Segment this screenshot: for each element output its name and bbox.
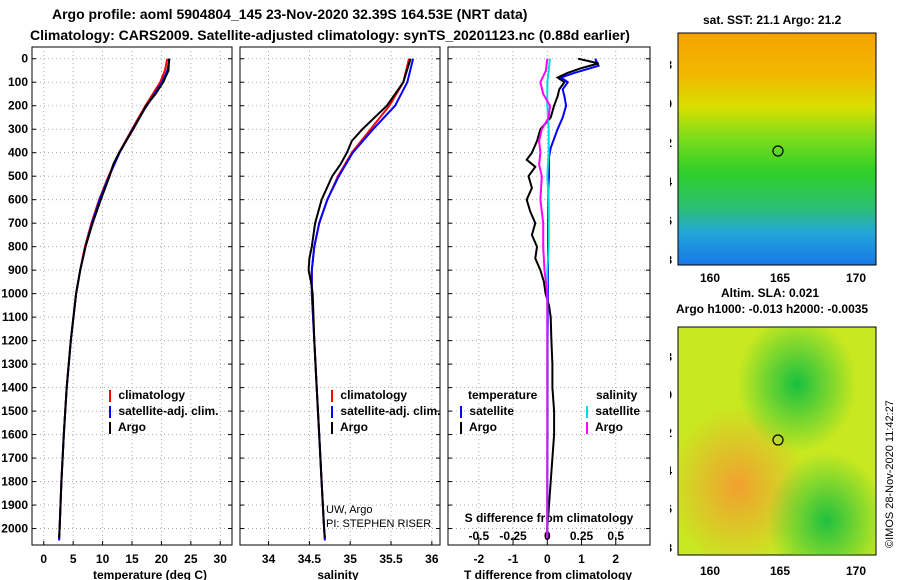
- credit-line-1: UW, Argo: [326, 504, 373, 516]
- x-tick-label: 34: [262, 552, 276, 566]
- x-tick-label: 0: [40, 552, 47, 566]
- header-line-1: Argo profile: aoml 5904804_145 23-Nov-20…: [52, 6, 528, 22]
- sla-title-1: Altim. SLA: 0.021: [721, 286, 820, 300]
- depth-tick-label: 1300: [1, 357, 28, 371]
- legend2-argo: ❙ Argo: [327, 420, 368, 434]
- depth-tick-label: 100: [8, 75, 28, 89]
- x-tick-label: -1: [508, 552, 519, 566]
- legend-climatology: ❙ climatology: [105, 388, 186, 402]
- x-tick-label: 36: [425, 552, 439, 566]
- maps: -28 -28 -30 -30 -32 -32 -34 -34 -36 -36 -38 -38 160 1…: [670, 32, 877, 578]
- plot-frame: [239, 46, 441, 546]
- x-tick-label: 5: [70, 552, 77, 566]
- depth-tick-label: 500: [8, 169, 28, 183]
- x-tick-label: 35.5: [379, 552, 403, 566]
- x-tick-label: 15: [125, 552, 139, 566]
- sst-lat-label: -34: [670, 175, 672, 189]
- x-tick-label: 20: [155, 552, 169, 566]
- x-tick-label: -2: [473, 552, 484, 566]
- credit-line-2: PI: STEPHEN RISER: [326, 518, 432, 530]
- depth-tick-label: 400: [8, 146, 28, 160]
- legend2-climatology: ❙ climatology: [327, 388, 408, 402]
- depth-tick-label: 700: [8, 216, 28, 230]
- sla-lat-label: -34: [670, 464, 672, 478]
- depth-tick-label: 600: [8, 193, 28, 207]
- temperature-panel: 0 5 10 15 20 25 30 temperature (deg C): [31, 46, 233, 580]
- legend-satellite-adj: ❙ satellite-adj. clim.: [105, 404, 219, 418]
- sst-lat-label: -32: [670, 136, 672, 150]
- x-axis-label: temperature (deg C): [93, 568, 207, 580]
- x-tick-label: 10: [96, 552, 110, 566]
- x-axis-label: salinity: [317, 568, 359, 580]
- depth-tick-label: 1600: [1, 428, 28, 442]
- imos-stamp: ©IMOS 28-Nov-2020 11:42:27: [884, 400, 896, 548]
- depth-tick-label: 0: [21, 52, 28, 66]
- depth-tick-label: 900: [8, 263, 28, 277]
- x-tick-label: 25: [184, 552, 198, 566]
- sla-lat-label: -36: [670, 502, 672, 516]
- depth-axis-labels: 0 100 200 300 400 500 600 700 800 900 1000 1100 1200…: [1, 52, 28, 536]
- sla-lat-label: -30: [670, 388, 672, 402]
- depth-tick-label: 1000: [1, 287, 28, 301]
- sla-argo-location: [772, 434, 784, 446]
- legend-argo: ❙ Argo: [105, 420, 146, 434]
- sla-lon-label: 170: [846, 564, 866, 578]
- depth-tick-label: 1800: [1, 475, 28, 489]
- sst-lon-label: 165: [770, 271, 790, 285]
- profile-plots: 0100200300400500600700800900100011001200…: [1, 46, 651, 580]
- sst-lon-label: 160: [700, 271, 720, 285]
- depth-tick-label: 300: [8, 122, 28, 136]
- depth-tick-label: 1900: [1, 498, 28, 512]
- depth-tick-label: 200: [8, 99, 28, 113]
- depth-tick-label: 1200: [1, 334, 28, 348]
- header-line-2: Climatology: CARS2009. Satellite-adjuste…: [30, 27, 630, 43]
- secondary-x-label: S difference from climatology: [465, 511, 634, 525]
- secondary-x-tick-label: -0.5: [468, 529, 489, 543]
- depth-tick-label: 1400: [1, 381, 28, 395]
- sla-title-2: Argo h1000: -0.013 h2000: -0.0035: [676, 302, 869, 316]
- depth-tick-label: 1100: [2, 310, 28, 324]
- sla-lat-label: -28: [670, 350, 672, 364]
- salinity-panel: 34 34.5 35 35.5 36 salinity: [239, 46, 441, 580]
- x-tick-label: 2: [612, 552, 619, 566]
- series-salinity-argo: [538, 58, 552, 538]
- series-argo: [307, 58, 412, 539]
- legend3-temperature: temperature: [468, 388, 538, 402]
- sst-map-image: [677, 32, 877, 266]
- sla-lon-label: 165: [770, 564, 790, 578]
- sst-lat-label: -30: [670, 97, 672, 111]
- x-tick-label: 30: [214, 552, 228, 566]
- sst-lat-label: -36: [670, 214, 672, 228]
- legend2-satellite-adj: ❙ satellite-adj. clim.: [327, 404, 441, 418]
- sst-lon-label: 170: [846, 271, 866, 285]
- x-tick-label: 35: [344, 552, 358, 566]
- depth-tick-label: 2000: [1, 522, 28, 536]
- series-argo: [58, 58, 171, 539]
- secondary-x-tick-label: -0.25: [499, 529, 527, 543]
- sla-lat-label: -38: [670, 541, 672, 555]
- legend3-s-satellite: ❙ satellite: [582, 404, 641, 418]
- difference-panel: -2 -1 0 1 2-0.5 -0.25 0 0.25 0.5S difference fro…: [447, 46, 651, 580]
- depth-tick-label: 1500: [1, 404, 28, 418]
- x-tick-label: 34.5: [298, 552, 322, 566]
- x-axis-label: T difference from climatology: [464, 568, 632, 580]
- sla-lat-label: -32: [670, 426, 672, 440]
- depth-tick-label: 1700: [1, 451, 28, 465]
- series-temperature-argo: [525, 57, 599, 538]
- sst-argo-location: [772, 145, 784, 157]
- sst-lat-label: -38: [670, 253, 672, 267]
- legend3-t-argo: ❙ Argo: [456, 420, 497, 434]
- sst-lat-label: -28: [670, 58, 672, 72]
- legend3-salinity: salinity: [596, 388, 638, 402]
- x-tick-label: 0: [544, 552, 551, 566]
- legend3-t-satellite: ❙ satellite: [456, 404, 515, 418]
- sst-map-title: sat. SST: 21.1 Argo: 21.2: [703, 13, 842, 27]
- legend3-s-argo: ❙ Argo: [582, 420, 623, 434]
- secondary-x-tick-label: 0.5: [607, 529, 624, 543]
- x-tick-label: 1: [578, 552, 585, 566]
- sla-lon-label: 160: [700, 564, 720, 578]
- secondary-x-tick-label: 0.25: [570, 529, 594, 543]
- depth-tick-label: 800: [8, 240, 28, 254]
